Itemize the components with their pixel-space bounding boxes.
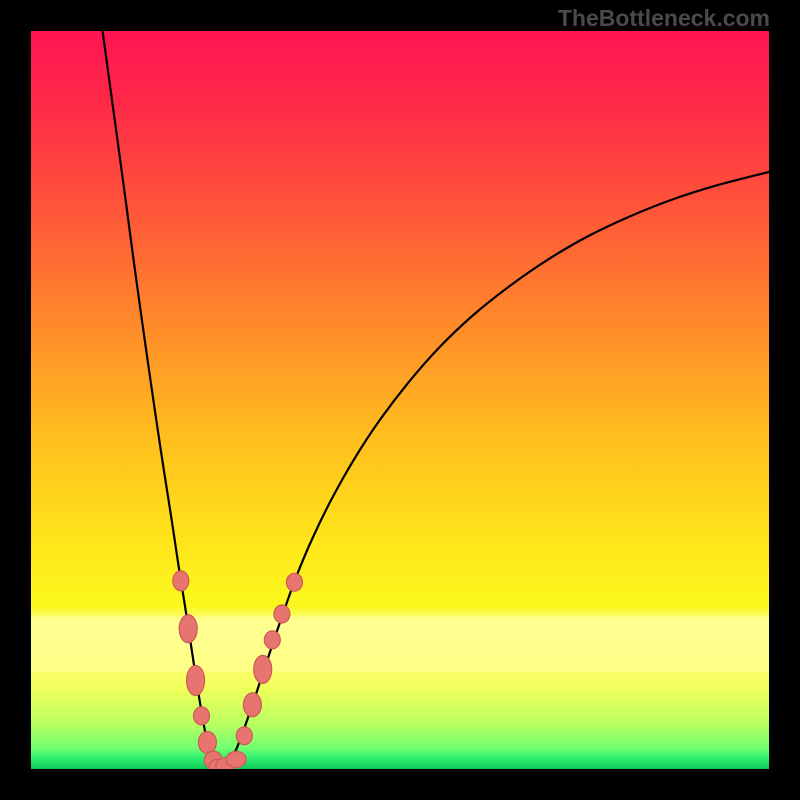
watermark-text: TheBottleneck.com [558, 5, 770, 32]
marker-right-3 [264, 631, 280, 649]
plot-area [31, 31, 769, 769]
marker-left-2 [187, 665, 205, 695]
marker-left-1 [179, 615, 197, 643]
marker-right-0 [236, 727, 252, 745]
marker-right-2 [254, 655, 272, 683]
marker-left-3 [193, 707, 209, 725]
curve-left-branch [103, 31, 221, 769]
marker-right-5 [286, 573, 302, 591]
marker-left-4 [198, 731, 216, 753]
curve-right-branch [221, 172, 769, 769]
curves-layer [31, 31, 769, 769]
marker-right-1 [243, 693, 261, 717]
marker-left-0 [173, 571, 189, 591]
marker-bottom-2 [226, 751, 246, 767]
marker-right-4 [274, 605, 290, 623]
